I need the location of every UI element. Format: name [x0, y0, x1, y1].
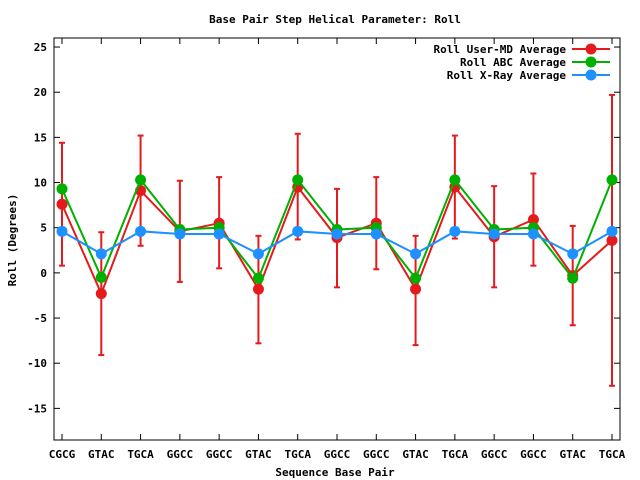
series-point: [292, 225, 304, 237]
x-tick-label: TGCA: [442, 448, 469, 461]
series-point: [410, 283, 422, 295]
y-tick-label: 0: [40, 267, 47, 280]
x-axis-label: Sequence Base Pair: [275, 466, 395, 479]
series-point: [606, 174, 618, 186]
series-point: [135, 225, 147, 237]
y-tick-label: 20: [34, 86, 47, 99]
x-tick-label: TGCA: [284, 448, 311, 461]
chart-title: Base Pair Step Helical Parameter: Roll: [209, 13, 461, 26]
series-point: [410, 248, 422, 260]
y-tick-label: 15: [34, 131, 47, 144]
series-point: [95, 271, 107, 283]
legend-marker: [585, 43, 597, 55]
x-tick-label: GTAC: [245, 448, 272, 461]
y-tick-label: 5: [40, 222, 47, 235]
legend-marker: [585, 56, 597, 68]
series-point: [56, 225, 68, 237]
series-point: [567, 272, 579, 284]
y-axis-label: Roll (Degrees): [6, 194, 19, 287]
x-tick-label: GGCC: [206, 448, 233, 461]
x-tick-label: GTAC: [402, 448, 429, 461]
x-tick-label: TGCA: [599, 448, 626, 461]
legend-label: Roll ABC Average: [460, 56, 566, 69]
x-tick-label: TGCA: [127, 448, 154, 461]
series-point: [292, 174, 304, 186]
series-point: [488, 228, 500, 240]
series-point: [449, 225, 461, 237]
series-point: [606, 225, 618, 237]
series-point: [370, 228, 382, 240]
series-point: [567, 248, 579, 260]
x-tick-label: GGCC: [363, 448, 390, 461]
series-point: [606, 234, 618, 246]
x-tick-label: GGCC: [324, 448, 351, 461]
series-point: [449, 174, 461, 186]
series-point: [95, 288, 107, 300]
series-point: [174, 228, 186, 240]
x-tick-label: GGCC: [481, 448, 508, 461]
y-tick-label: 25: [34, 41, 47, 54]
x-tick-label: GTAC: [88, 448, 115, 461]
legend-marker: [585, 69, 597, 81]
x-tick-label: GTAC: [559, 448, 586, 461]
y-tick-label: -15: [27, 402, 47, 415]
series-point: [252, 283, 264, 295]
series-point: [56, 183, 68, 195]
x-tick-label: GGCC: [520, 448, 547, 461]
x-tick-label: GGCC: [167, 448, 194, 461]
axes: -15 -10 -5 0 5 10 15 20 25 CGCG GTAC TGCA GGCC GGCC GT…: [27, 38, 626, 461]
series-point: [331, 228, 343, 240]
series-point: [213, 228, 225, 240]
series-point: [527, 214, 539, 226]
series-point: [527, 228, 539, 240]
series-point: [135, 174, 147, 186]
series-point: [252, 248, 264, 260]
series-point: [95, 248, 107, 260]
series-point: [56, 198, 68, 210]
y-tick-label: -5: [34, 312, 47, 325]
x-tick-label: CGCG: [49, 448, 76, 461]
y-tick-label: 10: [34, 177, 47, 190]
series-point: [252, 272, 264, 284]
series-point: [410, 272, 422, 284]
legend-label: Roll User-MD Average: [434, 43, 567, 56]
series-layer: [56, 174, 618, 300]
y-tick-label: -10: [27, 357, 47, 370]
legend-label: Roll X-Ray Average: [447, 69, 567, 82]
